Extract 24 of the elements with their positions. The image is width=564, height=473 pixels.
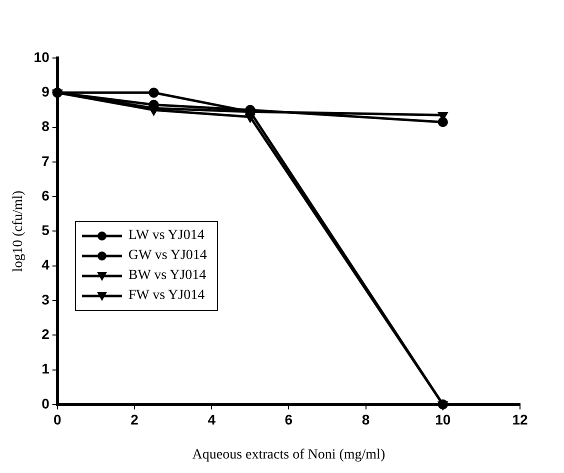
x-tick-label: 6 — [284, 412, 293, 428]
legend-label: GW vs YJ014 — [128, 248, 207, 264]
y-tick-label: 7 — [42, 152, 50, 169]
y-tick-label: 0 — [42, 395, 50, 412]
y-tick-label: 8 — [42, 118, 50, 134]
y-tick-label: 6 — [42, 187, 50, 204]
legend-label: FW vs YJ014 — [128, 288, 205, 304]
legend-label: LW vs YJ014 — [128, 228, 204, 244]
y-axis-title: log10 (cfu/ml) — [11, 190, 26, 272]
x-tick-label: 12 — [512, 412, 528, 428]
y-tick-label: 2 — [42, 326, 50, 342]
y-tick-label: 9 — [42, 84, 50, 100]
y-tick-label: 5 — [42, 222, 50, 238]
y-tick-label: 10 — [34, 48, 50, 65]
y-tick-label: 4 — [42, 256, 50, 273]
x-tick-label: 0 — [53, 412, 62, 428]
x-tick-label: 8 — [362, 412, 370, 428]
legend-label: BW vs YJ014 — [128, 268, 206, 284]
x-tick-label: 2 — [130, 412, 139, 428]
x-tick-label: 4 — [208, 412, 216, 428]
y-tick-label: 1 — [42, 360, 50, 377]
y-tick-label: 3 — [42, 291, 50, 308]
x-tick-label: 10 — [435, 412, 451, 428]
x-axis-title: Aqueous extracts of Noni (mg/ml) — [192, 447, 386, 462]
